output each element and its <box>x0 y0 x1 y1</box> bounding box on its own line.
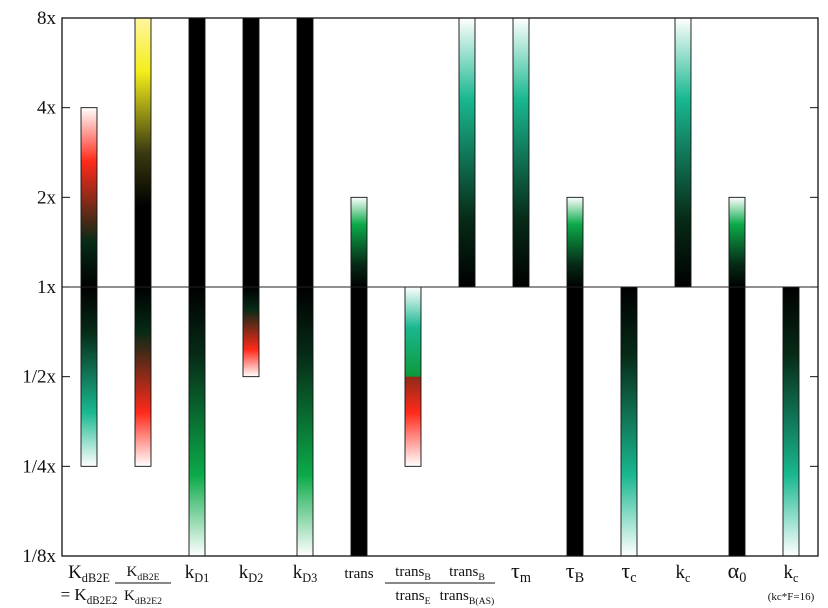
bar-segment-lower <box>621 287 637 556</box>
bar-segment-upper <box>351 197 367 287</box>
x-label-4: kD3 <box>293 562 318 585</box>
x-label-11: kc <box>676 562 692 585</box>
x-tick-label: transB <box>395 564 431 583</box>
bar-segment-lower <box>567 287 583 556</box>
bar-10 <box>620 286 638 557</box>
bar-segment-upper <box>189 18 205 287</box>
bar-segment-upper <box>243 18 259 287</box>
y-axis: 8x 4x 2x 1x 1/2x 1/4x 1/8x <box>22 8 818 567</box>
x-label-7: transB transB(AS) <box>439 564 495 607</box>
x-tick-label: transB(AS) <box>440 588 495 607</box>
y-tick-label: 8x <box>37 8 57 29</box>
x-tick-label: kc <box>784 562 800 585</box>
bar-segment-lower <box>243 287 259 377</box>
bar-1 <box>134 17 152 467</box>
x-label-2: kD1 <box>185 562 210 585</box>
y-tick-label: 1/2x <box>22 367 56 388</box>
bar-9 <box>566 196 584 557</box>
bar-6 <box>404 286 422 467</box>
x-tick-label: τc <box>621 558 636 586</box>
bar-8 <box>512 17 530 288</box>
y-tick-label: 2x <box>37 187 57 208</box>
x-tick-label: = KdB2E2 <box>61 585 118 607</box>
bar-11 <box>674 17 692 288</box>
bar-segment-lower <box>297 287 313 556</box>
x-tick-label: transE <box>395 588 430 607</box>
x-tick-note: (kc*F=16) <box>768 591 815 603</box>
x-tick-label: kc <box>676 562 692 585</box>
x-tick-label: transB <box>449 564 485 583</box>
x-label-10: τc <box>621 558 636 586</box>
bar-segment-upper <box>135 18 151 287</box>
bar-segment-upper <box>729 197 745 287</box>
x-label-12: α0 <box>728 558 747 586</box>
x-tick-label: kD1 <box>185 562 210 585</box>
bar-segment-lower <box>729 287 745 556</box>
bar-5 <box>350 196 368 557</box>
bar-segment-lower <box>351 287 367 556</box>
bar-segment-upper <box>513 18 529 287</box>
x-tick-label: kD2 <box>239 562 264 585</box>
bar-segment-upper <box>567 197 583 287</box>
x-tick-label: KdB2E <box>126 564 159 583</box>
bar-7 <box>458 17 476 288</box>
x-tick-label: τB <box>566 558 584 586</box>
bar-segment-upper <box>297 18 313 287</box>
x-label-8: τm <box>511 558 531 586</box>
bar-0 <box>80 107 98 467</box>
y-tick-label: 1/4x <box>22 456 56 477</box>
x-label-0: KdB2E= KdB2E2 <box>61 562 118 607</box>
bar-13 <box>782 286 800 557</box>
bar-segment-transition <box>405 287 421 377</box>
bar-segment-upper <box>459 18 475 287</box>
x-label-1: KdB2E KdB2E2 <box>115 564 171 607</box>
bar-segment-lower <box>81 287 97 467</box>
bar-12 <box>728 196 746 557</box>
bar-segment-lower <box>783 287 799 556</box>
x-tick-label: α0 <box>728 558 747 586</box>
x-tick-label: τm <box>511 558 531 586</box>
bar-3 <box>242 17 260 378</box>
x-label-9: τB <box>566 558 584 586</box>
x-label-3: kD2 <box>239 562 264 585</box>
x-label-5: trans <box>344 566 373 582</box>
x-tick-label: KdB2E2 <box>124 588 162 607</box>
bar-segment-lower <box>135 287 151 467</box>
y-tick-label: 1x <box>37 277 57 298</box>
x-tick-label: trans <box>344 566 373 582</box>
x-label-6: transB transE <box>385 564 441 607</box>
bar-segment-lower <box>189 287 205 556</box>
x-tick-label: kD3 <box>293 562 318 585</box>
y-tick-label: 4x <box>37 98 57 119</box>
x-label-13: kc (kc*F=16) <box>768 562 815 603</box>
y-tick-label: 1/8x <box>22 546 56 567</box>
x-tick-label: KdB2E <box>68 562 110 585</box>
bar-segment-upper <box>81 107 97 288</box>
bar-segment-upper <box>675 18 691 287</box>
